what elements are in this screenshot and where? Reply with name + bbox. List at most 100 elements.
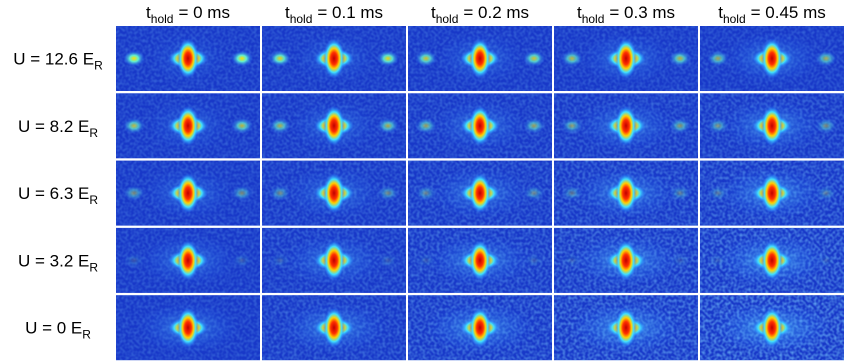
image-panel	[408, 160, 552, 226]
central-peak-v	[469, 38, 491, 79]
subscript: R	[82, 328, 91, 342]
side-peak	[123, 50, 145, 67]
side-peak	[123, 185, 145, 202]
row-label: U = 8.2 ER	[18, 117, 98, 140]
side-peak	[669, 50, 691, 67]
column-header: thold = 0.1 ms	[285, 3, 383, 26]
symbol: t	[431, 3, 436, 22]
row-label: U = 6.3 ER	[18, 184, 98, 207]
subscript: R	[89, 193, 98, 207]
image-panel	[700, 93, 844, 159]
header-text: = 0.45 ms	[751, 3, 826, 22]
image-panel	[262, 227, 406, 293]
side-peak	[815, 50, 837, 67]
subscript: hold	[582, 12, 605, 26]
image-panel	[554, 227, 698, 293]
image-panel	[408, 26, 552, 91]
central-peak-v	[761, 38, 783, 79]
central-peak-v	[177, 105, 199, 146]
central-peak-v	[761, 240, 783, 281]
symbol: t	[285, 3, 290, 22]
image-panel	[700, 227, 844, 293]
column-header: thold = 0 ms	[146, 3, 230, 26]
side-peak	[523, 50, 545, 67]
symbol: t	[146, 3, 151, 22]
header-text: = 0.3 ms	[609, 3, 675, 22]
subscript: R	[94, 59, 103, 73]
header-text: = 0.2 ms	[463, 3, 529, 22]
image-panel	[554, 160, 698, 226]
row-text: U = 0 E	[25, 319, 82, 338]
image-panel	[116, 295, 260, 361]
central-peak-v	[615, 307, 637, 348]
image-panel	[262, 295, 406, 361]
image-panel	[408, 295, 552, 361]
central-peak-v	[469, 173, 491, 214]
side-peak	[707, 50, 729, 67]
row-label: U = 3.2 ER	[18, 251, 98, 274]
subscript: hold	[290, 12, 313, 26]
side-peak	[561, 50, 583, 67]
image-panel	[116, 160, 260, 226]
column-header: thold = 0.45 ms	[718, 3, 826, 26]
side-peak	[231, 117, 253, 134]
central-peak-v	[615, 240, 637, 281]
central-peak-v	[177, 307, 199, 348]
symbol: t	[577, 3, 582, 22]
side-peak	[415, 50, 437, 67]
central-peak-v	[615, 105, 637, 146]
symbol: t	[718, 3, 723, 22]
row-text: U = 8.2 E	[18, 117, 89, 136]
subscript: R	[89, 260, 98, 274]
image-panel	[554, 26, 698, 91]
image-panel	[700, 26, 844, 91]
side-peak	[269, 117, 291, 134]
image-panel	[116, 26, 260, 91]
image-panel	[408, 227, 552, 293]
image-panel	[262, 160, 406, 226]
row-text: U = 6.3 E	[18, 184, 89, 203]
central-peak-v	[469, 307, 491, 348]
central-peak-v	[761, 105, 783, 146]
subscript: hold	[151, 12, 174, 26]
central-peak-v	[469, 105, 491, 146]
subscript: hold	[436, 12, 459, 26]
image-panel	[554, 295, 698, 361]
central-peak-v	[469, 240, 491, 281]
side-peak	[231, 185, 253, 202]
side-peak	[561, 117, 583, 134]
central-peak-v	[177, 240, 199, 281]
side-peak	[377, 117, 399, 134]
side-peak	[377, 185, 399, 202]
central-peak-v	[761, 173, 783, 214]
side-peak	[269, 185, 291, 202]
side-peak	[123, 117, 145, 134]
central-peak-v	[177, 173, 199, 214]
column-header: thold = 0.2 ms	[431, 3, 529, 26]
central-peak-v	[761, 307, 783, 348]
central-peak-v	[323, 173, 345, 214]
row-label: U = 0 ER	[25, 319, 91, 342]
central-peak-v	[323, 105, 345, 146]
subscript: R	[89, 126, 98, 140]
side-peak	[123, 252, 145, 269]
central-peak-v	[615, 38, 637, 79]
central-peak-v	[323, 307, 345, 348]
image-panel	[408, 93, 552, 159]
row-text: U = 12.6 E	[13, 50, 94, 69]
side-peak	[523, 117, 545, 134]
side-peak	[377, 50, 399, 67]
central-peak-v	[323, 240, 345, 281]
image-panel	[554, 93, 698, 159]
image-panel	[116, 227, 260, 293]
image-panel	[700, 295, 844, 361]
central-peak-v	[177, 38, 199, 79]
row-label: U = 12.6 ER	[13, 50, 103, 73]
side-peak	[231, 50, 253, 67]
row-text: U = 3.2 E	[18, 251, 89, 270]
side-peak	[231, 252, 253, 269]
image-panel	[116, 93, 260, 159]
image-panel	[700, 160, 844, 226]
image-panel	[262, 26, 406, 91]
side-peak	[669, 117, 691, 134]
